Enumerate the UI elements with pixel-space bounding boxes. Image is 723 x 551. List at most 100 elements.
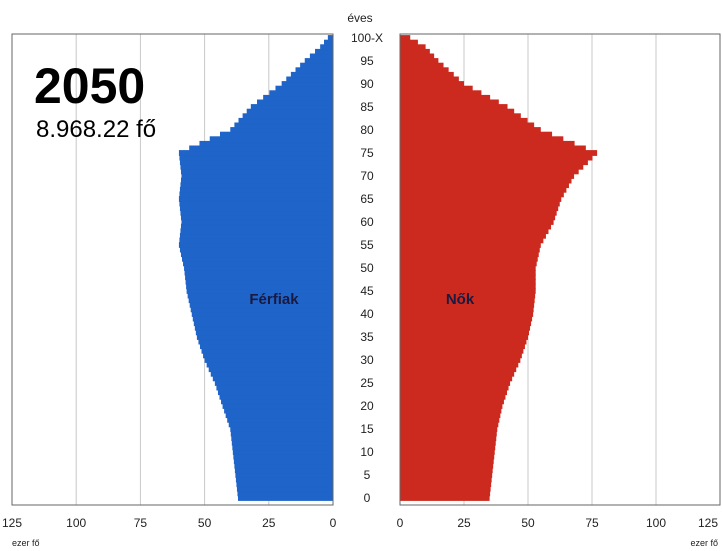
female-bar-age-27 — [400, 370, 515, 377]
total-population: 8.968.22 fő — [36, 116, 156, 143]
male-bar-age-36 — [195, 329, 333, 336]
female-bar-age-60 — [400, 219, 554, 225]
female-bar-age-72 — [400, 163, 584, 170]
x-tick-left-125: 125 — [2, 516, 22, 530]
female-bar-age-17 — [400, 416, 500, 423]
male-bar-age-66 — [179, 191, 333, 198]
female-bar-age-68 — [400, 182, 569, 189]
female-bar-age-48 — [400, 274, 536, 281]
male-bar-age-1 — [237, 490, 333, 497]
male-bar-age-62 — [180, 209, 333, 216]
age-tick-95: 95 — [360, 54, 374, 68]
male-bar-age-26 — [212, 375, 333, 382]
female-bar-age-56 — [400, 237, 544, 244]
female-bar-age-90 — [400, 81, 464, 87]
series-label-males: Férfiak — [249, 291, 299, 308]
female-bar-age-44 — [400, 292, 536, 299]
male-bar-age-79 — [220, 131, 333, 138]
age-tick-30: 30 — [360, 353, 374, 367]
age-tick-60: 60 — [360, 215, 374, 229]
male-bar-age-3 — [236, 481, 333, 488]
female-bar-age-46 — [400, 283, 536, 290]
female-bar-age-24 — [400, 384, 509, 391]
female-bar-age-82 — [400, 117, 528, 124]
male-bars — [178, 35, 333, 501]
female-bar-age-49 — [400, 269, 536, 276]
age-tick-70: 70 — [360, 169, 374, 183]
female-bar-age-55 — [400, 242, 541, 248]
female-bar-age-53 — [400, 251, 539, 258]
female-bar-age-0 — [400, 495, 490, 501]
male-bar-age-72 — [180, 163, 333, 170]
male-bar-age-48 — [185, 274, 333, 281]
male-bar-age-96 — [309, 53, 333, 60]
male-bar-age-98 — [320, 44, 333, 51]
female-bar-age-7 — [400, 462, 494, 469]
male-bar-age-27 — [210, 370, 333, 377]
male-bar-age-34 — [198, 338, 333, 345]
female-bar-age-30 — [400, 357, 521, 363]
male-bar-age-46 — [186, 283, 333, 290]
male-bar-age-44 — [187, 292, 333, 299]
male-bar-age-57 — [179, 232, 333, 239]
female-bar-age-1 — [400, 490, 491, 497]
male-bar-age-15 — [230, 426, 333, 432]
female-bar-age-89 — [400, 85, 473, 92]
male-bar-age-78 — [209, 136, 333, 143]
age-tick-10: 10 — [360, 445, 374, 459]
female-bar-age-78 — [400, 136, 564, 143]
male-bar-age-91 — [286, 76, 333, 83]
female-bar-age-83 — [400, 113, 521, 120]
female-bar-age-86 — [400, 99, 499, 106]
female-bar-age-67 — [400, 186, 567, 193]
male-bar-age-43 — [188, 297, 333, 304]
female-bar-age-35 — [400, 334, 528, 340]
male-bar-age-71 — [180, 168, 333, 175]
tick-labels: 125 100 75 50 25 0 0 25 50 75 100 125 — [2, 516, 718, 530]
x-tick-right-75: 75 — [585, 516, 599, 530]
female-bar-age-21 — [400, 398, 504, 405]
female-bar-age-85 — [400, 104, 508, 110]
male-bar-age-93 — [295, 67, 333, 74]
male-bar-age-97 — [315, 48, 333, 55]
male-bar-age-30 — [204, 357, 333, 363]
x-tick-left-75: 75 — [134, 516, 148, 530]
right-plot-frame — [399, 33, 721, 506]
female-bar-age-28 — [400, 366, 517, 373]
female-bar-age-96 — [400, 53, 435, 60]
left-plot-frame — [11, 33, 334, 506]
female-bar-age-22 — [400, 393, 506, 400]
male-bar-age-77 — [199, 140, 333, 147]
male-bar-age-47 — [185, 278, 333, 285]
male-bar-age-17 — [227, 416, 333, 423]
female-bar-age-76 — [400, 145, 586, 152]
female-bar-age-59 — [400, 223, 552, 230]
male-bar-age-64 — [179, 200, 333, 207]
male-bar-age-70 — [181, 173, 333, 179]
female-bar-age-20 — [400, 403, 503, 409]
female-bar-age-69 — [400, 177, 572, 184]
male-bar-age-80 — [230, 127, 333, 133]
male-bar-age-32 — [201, 347, 333, 354]
female-bar-age-25 — [400, 380, 511, 386]
female-bar-age-16 — [400, 421, 499, 428]
male-bar-age-68 — [180, 182, 333, 189]
male-bar-age-2 — [236, 485, 333, 492]
x-tick-right-125: 125 — [698, 516, 718, 530]
male-bar-age-69 — [180, 177, 333, 184]
female-bar-age-19 — [400, 407, 502, 414]
female-bar-age-77 — [400, 140, 575, 147]
x-tick-right-50: 50 — [521, 516, 535, 530]
male-bar-age-55 — [178, 242, 333, 248]
female-bar-age-37 — [400, 324, 531, 331]
female-bar-age-41 — [400, 306, 534, 313]
age-labels: 0 5 10 15 20 25 30 35 40 45 50 55 60 65 70 75 80 85 90 95 10… — [351, 31, 383, 505]
female-bar-age-62 — [400, 209, 557, 216]
female-bar-age-71 — [400, 168, 579, 175]
female-bar-age-50 — [400, 265, 536, 271]
age-tick-20: 20 — [360, 399, 374, 413]
age-tick-50: 50 — [360, 261, 374, 275]
female-bar-age-97 — [400, 48, 430, 55]
female-bar-age-18 — [400, 412, 501, 419]
female-bar-age-13 — [400, 435, 497, 442]
